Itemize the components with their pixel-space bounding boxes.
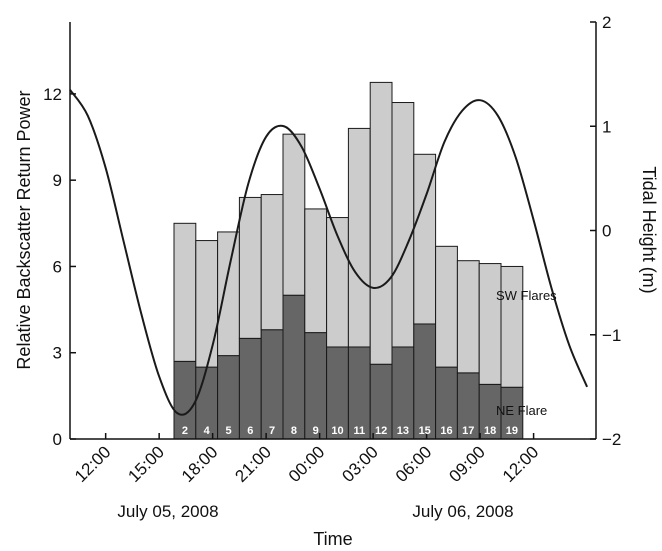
time-tick-label-7: 09:00 — [445, 442, 489, 486]
bar-sw-7 — [260, 194, 284, 331]
axes — [69, 21, 597, 440]
time-tick-label-4: 00:00 — [285, 442, 329, 486]
left-tick-label-6: 6 — [53, 257, 62, 276]
time-tick-label-6: 06:00 — [392, 442, 436, 486]
bar-number-9: 9 — [313, 425, 319, 437]
bar-sw-18 — [478, 263, 502, 385]
bar-sw-11 — [347, 127, 371, 348]
bar-sw-17 — [456, 260, 480, 374]
right-tick-label-4: 2 — [602, 13, 611, 32]
time-tick-label-5: 03:00 — [338, 442, 382, 486]
left-tick-label-12: 12 — [43, 85, 62, 104]
series-label-ne-flare: NE Flare — [496, 403, 547, 418]
tide-line — [69, 89, 589, 416]
left-axis-title: Relative Backscatter Return Power — [14, 90, 34, 369]
x-axis-title: Time — [313, 529, 352, 549]
bar-number-7: 7 — [269, 425, 275, 437]
bar-number-10: 10 — [331, 425, 343, 437]
bar-number-15: 15 — [419, 425, 431, 437]
bar-number-8: 8 — [291, 425, 297, 437]
time-tick-label-0: 12:00 — [71, 442, 115, 486]
bar-sw-13 — [391, 102, 415, 348]
bar-number-6: 6 — [247, 425, 253, 437]
bar-sw-15 — [413, 153, 437, 325]
tide-curve — [69, 89, 589, 416]
bar-number-2: 2 — [182, 425, 188, 437]
bar-ne-15 — [413, 323, 437, 440]
bar-sw-5 — [217, 231, 240, 357]
bar-sw-4 — [195, 240, 219, 368]
bars — [173, 81, 524, 440]
time-tick-label-8: 12:00 — [499, 442, 543, 486]
bar-ne-8 — [282, 294, 306, 440]
date-label-july-06: July 06, 2008 — [412, 502, 513, 521]
left-tick-label-9: 9 — [53, 171, 62, 190]
right-axis-title: Tidal Height (m) — [639, 166, 659, 293]
bar-number-11: 11 — [353, 425, 365, 437]
bar-number-16: 16 — [440, 425, 452, 437]
bar-sw-2 — [173, 222, 197, 362]
right-tick-label-3: 1 — [602, 117, 611, 136]
time-tick-label-2: 18:00 — [178, 442, 222, 486]
bar-sw-19 — [500, 265, 524, 388]
bar-number-12: 12 — [375, 425, 387, 437]
right-tick-label-0: −2 — [602, 430, 621, 449]
bar-number-13: 13 — [397, 425, 409, 437]
left-tick-label-0: 0 — [53, 430, 62, 449]
date-label-july-05: July 05, 2008 — [117, 502, 218, 521]
right-tick-label-2: 0 — [602, 222, 611, 241]
bar-ne-6 — [238, 337, 262, 440]
bar-number-5: 5 — [225, 425, 231, 437]
bar-number-17: 17 — [462, 425, 474, 437]
series-label-sw-flares: SW Flares — [496, 288, 557, 303]
bar-sw-8 — [282, 133, 306, 296]
bar-number-4: 4 — [204, 425, 211, 437]
bar-number-19: 19 — [506, 425, 518, 437]
bar-sw-16 — [435, 245, 458, 368]
bar-number-18: 18 — [484, 425, 496, 437]
time-tick-label-3: 21:00 — [231, 442, 275, 486]
left-tick-label-3: 3 — [53, 344, 62, 363]
time-tick-label-1: 15:00 — [124, 442, 168, 486]
bar-ne-7 — [260, 329, 284, 440]
bar-sw-12 — [369, 81, 393, 365]
right-tick-label-1: −1 — [602, 326, 621, 345]
bar-sw-9 — [304, 208, 328, 334]
bar-sw-6 — [238, 196, 262, 339]
bar-ne-9 — [304, 332, 328, 440]
